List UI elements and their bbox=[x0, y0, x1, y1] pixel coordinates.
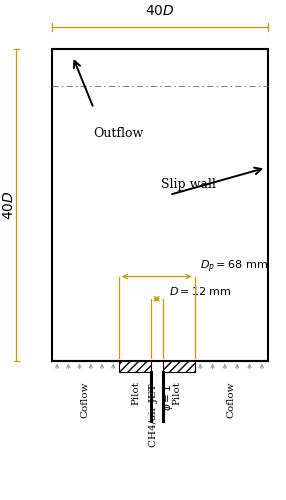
Text: Coflow: Coflow bbox=[227, 382, 236, 418]
Bar bbox=[119, 360, 150, 372]
Text: $D_p = 68\ \mathrm{mm}$: $D_p = 68\ \mathrm{mm}$ bbox=[200, 258, 268, 274]
Bar bbox=[163, 360, 194, 372]
Text: $D = 12\ \mathrm{mm}$: $D = 12\ \mathrm{mm}$ bbox=[168, 285, 231, 297]
Text: $\phi = 1$: $\phi = 1$ bbox=[161, 384, 175, 411]
Text: Pilot: Pilot bbox=[132, 382, 141, 406]
Text: Coflow: Coflow bbox=[81, 382, 90, 418]
Bar bbox=[51, 49, 267, 360]
Text: Outflow: Outflow bbox=[94, 127, 144, 140]
Text: Slip wall: Slip wall bbox=[161, 178, 216, 191]
Text: Pilot: Pilot bbox=[173, 382, 182, 406]
Text: $40D$: $40D$ bbox=[145, 4, 174, 18]
Text: $40D$: $40D$ bbox=[3, 190, 17, 220]
Text: CH4/air JET: CH4/air JET bbox=[149, 384, 158, 448]
